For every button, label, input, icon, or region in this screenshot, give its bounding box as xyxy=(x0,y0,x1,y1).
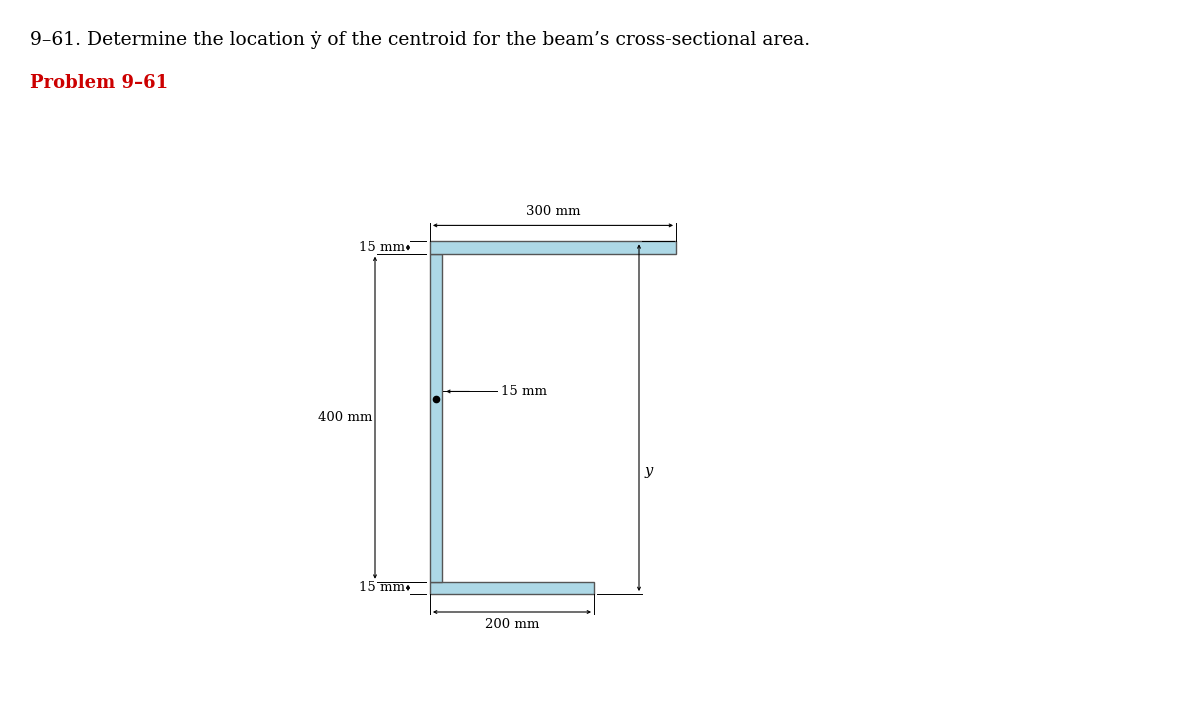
Bar xyxy=(430,254,443,581)
Bar xyxy=(430,581,594,594)
Text: 300 mm: 300 mm xyxy=(526,206,581,218)
Text: 15 mm: 15 mm xyxy=(502,385,547,398)
Text: 15 mm: 15 mm xyxy=(359,241,406,254)
Text: 9–61. Determine the location ẏ of the centroid for the beam’s cross-sectional ar: 9–61. Determine the location ẏ of the ce… xyxy=(30,31,810,49)
Text: 200 mm: 200 mm xyxy=(485,618,539,631)
Text: y: y xyxy=(646,464,653,478)
Text: 15 mm: 15 mm xyxy=(359,581,406,594)
Text: 400 mm: 400 mm xyxy=(318,411,372,424)
Text: Problem 9–61: Problem 9–61 xyxy=(30,74,168,92)
Bar xyxy=(430,241,676,254)
